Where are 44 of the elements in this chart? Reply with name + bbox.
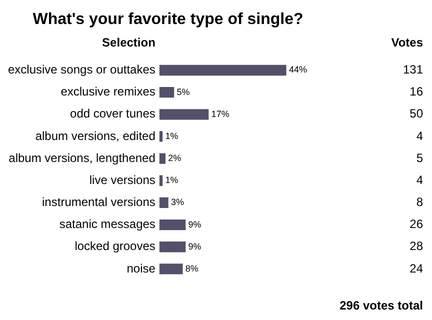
text: 50 [410, 106, 424, 121]
data-label: 8% [185, 263, 198, 274]
text: 5 [416, 150, 424, 165]
y-tick-label: exclusive songs or outtakes [8, 62, 156, 77]
bar [159, 219, 186, 230]
bar [159, 131, 163, 142]
bar [159, 153, 166, 164]
bar [159, 64, 286, 76]
text: 131 [402, 62, 424, 77]
chart-title: What's your favorite type of single? [32, 11, 304, 28]
bar [159, 264, 183, 274]
y-axis-title: Selection [102, 36, 156, 50]
text: 296 votes total [340, 298, 423, 312]
y-tick-label: exclusive remixes [60, 84, 156, 99]
text: 16 [410, 84, 424, 99]
data-label: 44% [288, 64, 307, 75]
y-tick-label: odd cover tunes [70, 106, 156, 121]
y-tick-label: instrumental versions [42, 195, 156, 210]
y-tick-label: album versions, lengthened [8, 150, 156, 165]
data-label: 1% [165, 175, 178, 186]
y-tick-label: locked grooves [74, 239, 156, 254]
text: 8 [416, 195, 424, 210]
bar [159, 175, 163, 186]
text: Votes [391, 36, 424, 50]
data-label: 17% [211, 108, 230, 119]
y-tick-label: noise [126, 261, 156, 276]
text: 26 [410, 217, 424, 232]
y-tick-label: album versions, edited [35, 128, 156, 143]
y-tick-label: live versions [89, 172, 156, 187]
bar [159, 197, 168, 208]
data-label: 9% [188, 219, 202, 230]
y-tick-label: satanic messages [59, 217, 156, 232]
data-label: 1% [165, 130, 178, 141]
data-label: 2% [168, 153, 182, 164]
bar [159, 242, 186, 252]
text: 28 [410, 239, 424, 254]
bar [159, 86, 174, 98]
text: 4 [416, 172, 424, 187]
data-label: 5% [176, 86, 190, 97]
text: 24 [410, 261, 424, 276]
data-label: 9% [188, 241, 202, 252]
data-label: 3% [171, 197, 184, 208]
text: 4 [416, 128, 424, 143]
bar [159, 109, 209, 120]
